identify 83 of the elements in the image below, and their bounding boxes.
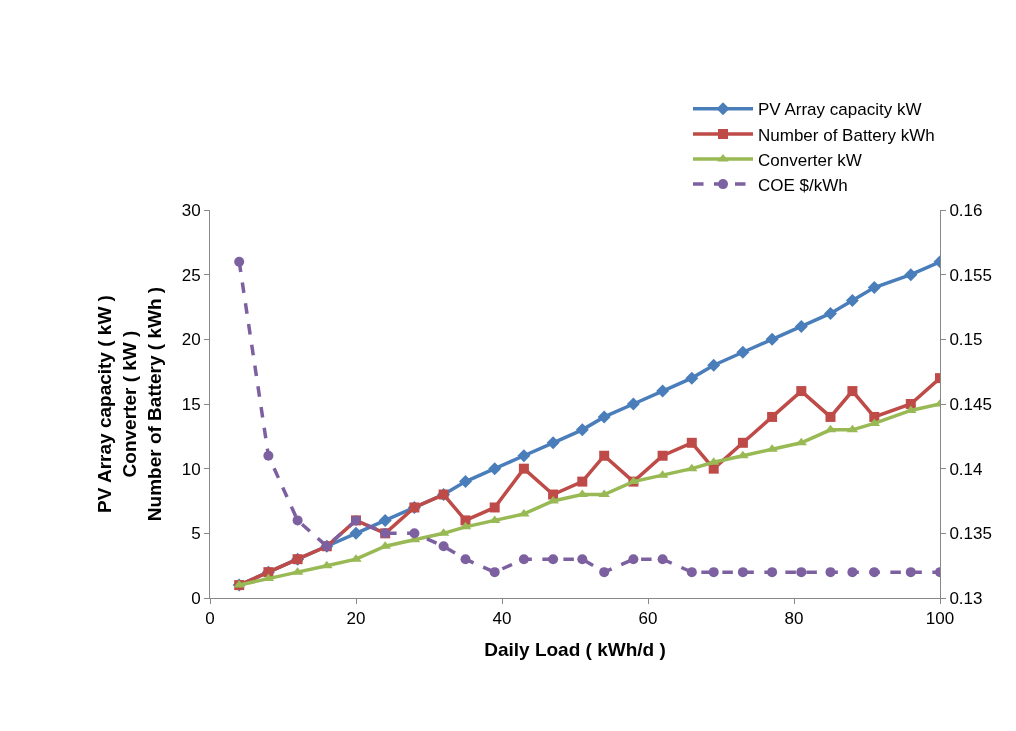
y-axis-title: PV Array capacity ( kW ) Converter ( kW ) Number of Battery ( kWh ) (94, 286, 165, 522)
x-tick-label: 0 (205, 609, 215, 629)
x-tick-label: 80 (784, 609, 804, 629)
y2-tick-label: 0.13 (949, 588, 983, 608)
point (905, 567, 916, 578)
point (825, 411, 836, 422)
y2-tick-label: 0.15 (949, 330, 983, 350)
point (575, 423, 589, 437)
point (686, 437, 697, 448)
point (546, 436, 560, 450)
point (488, 462, 502, 476)
y2-tick-label: 0.135 (949, 524, 992, 544)
point (847, 386, 858, 397)
point (459, 475, 472, 489)
point (767, 567, 778, 578)
point (597, 410, 611, 424)
point (737, 450, 749, 459)
point (794, 319, 808, 333)
point (598, 489, 610, 498)
y2-tick-label: 0.16 (949, 200, 983, 220)
x-tick-label: 20 (346, 609, 366, 629)
point (517, 449, 531, 463)
point (518, 463, 529, 474)
point (737, 567, 748, 578)
point (708, 567, 719, 578)
legend-label: Converter kW (758, 150, 862, 170)
point (349, 526, 363, 540)
point (904, 268, 918, 282)
point (577, 476, 588, 487)
y2-tick-label: 0.155 (949, 265, 992, 285)
y2-tick-label: 0.14 (949, 459, 983, 479)
point (796, 386, 807, 397)
point (845, 294, 859, 308)
point (657, 554, 668, 565)
point (489, 502, 500, 513)
point (626, 397, 640, 411)
y-tick-label: 0 (191, 588, 201, 608)
point (460, 554, 471, 565)
y-tick-label: 15 (181, 394, 201, 414)
x-tick-label: 60 (638, 609, 658, 629)
point (686, 463, 698, 472)
point (765, 332, 779, 346)
point (409, 528, 420, 539)
point (489, 567, 500, 578)
y-tick-label: 20 (181, 330, 201, 350)
point (599, 450, 610, 461)
point (518, 554, 529, 565)
point (796, 567, 807, 578)
y-tick-label: 5 (191, 524, 201, 544)
legend-label: Number of Battery kWh (758, 125, 935, 145)
point (599, 567, 610, 578)
y2-tick-label: 0.145 (949, 394, 992, 414)
point (292, 515, 303, 526)
point (686, 567, 697, 578)
point (708, 463, 719, 474)
point (321, 560, 333, 569)
point (825, 567, 836, 578)
legend-label: PV Array capacity kW (758, 100, 922, 120)
point (767, 411, 778, 422)
point (548, 554, 559, 565)
y-tick-label: 25 (181, 265, 201, 285)
x-tick-label: 100 (925, 609, 955, 629)
point (847, 567, 858, 578)
point (736, 345, 750, 359)
point (867, 281, 881, 295)
point (577, 554, 588, 565)
point (263, 450, 274, 461)
point (824, 306, 837, 320)
y-tick-label: 10 (181, 459, 201, 479)
x-tick-label: 40 (492, 609, 512, 629)
point (737, 437, 748, 448)
y-tick-label: 30 (181, 200, 201, 220)
point (438, 541, 449, 552)
point (378, 513, 392, 527)
point (656, 384, 670, 398)
point (628, 554, 639, 565)
point (869, 567, 880, 578)
x-axis-title: Daily Load ( kWh/d ) (484, 639, 666, 661)
point (685, 371, 699, 385)
point (234, 256, 245, 267)
point (707, 358, 721, 372)
point (657, 450, 668, 461)
legend-label: COE $/kWh (758, 175, 848, 195)
